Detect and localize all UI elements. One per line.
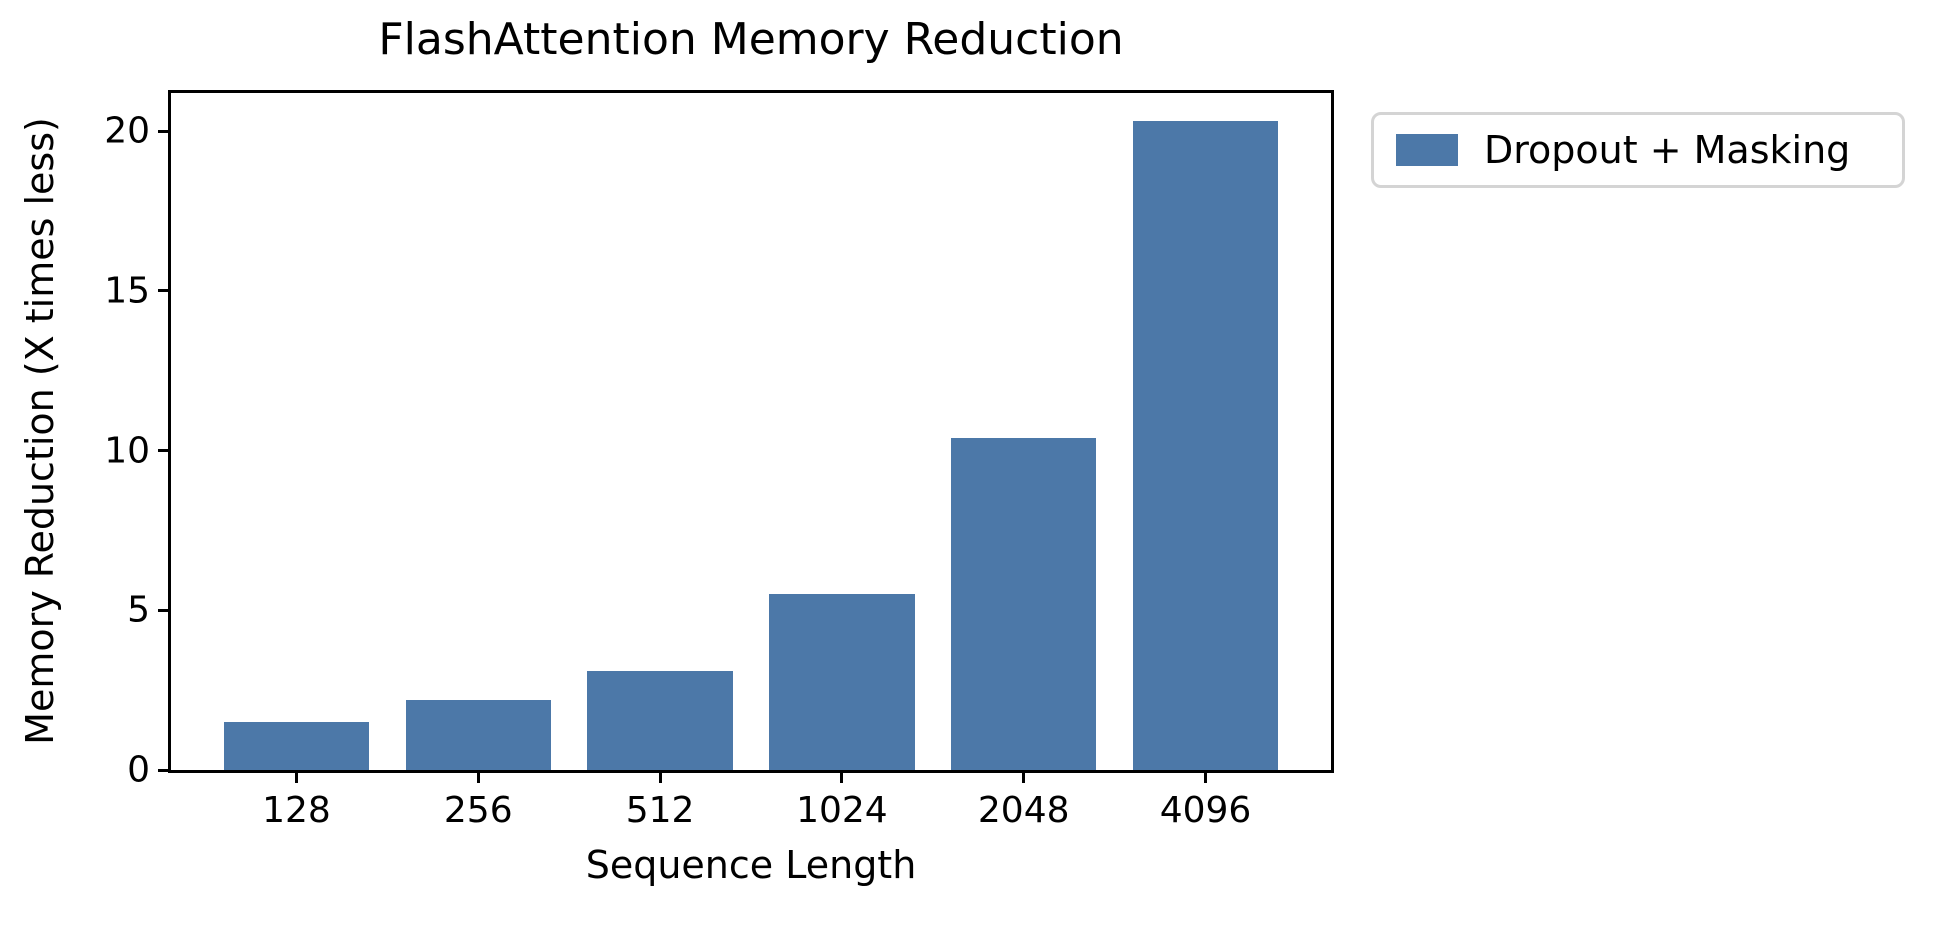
- y-tick-label-20: 20: [104, 110, 150, 152]
- legend-label: Dropout + Masking: [1484, 128, 1851, 172]
- bar-256: [405, 699, 551, 770]
- y-tick-mark: [158, 449, 168, 452]
- bar-512: [587, 670, 733, 770]
- chart-title: FlashAttention Memory Reduction: [378, 14, 1124, 65]
- bar-2048: [951, 437, 1097, 770]
- x-tick-mark: [1204, 773, 1208, 783]
- x-tick-label-512: 512: [625, 790, 695, 831]
- x-tick-mark: [840, 773, 844, 783]
- x-tick-label-4096: 4096: [1159, 790, 1252, 831]
- y-tick-mark: [158, 608, 168, 612]
- x-axis-title: Sequence Length: [585, 843, 917, 887]
- y-tick-mark: [158, 768, 168, 772]
- y-tick-label-5: 5: [127, 589, 150, 631]
- x-tick-label-256: 256: [443, 790, 513, 831]
- y-tick-label-15: 15: [104, 270, 150, 312]
- bar-1024: [769, 594, 915, 770]
- legend: Dropout + Masking: [1371, 112, 1905, 188]
- x-tick-label-2048: 2048: [977, 790, 1070, 831]
- y-tick-mark: [158, 129, 168, 133]
- bar-128: [223, 722, 370, 770]
- x-tick-mark: [1022, 773, 1026, 783]
- bar-4096: [1132, 121, 1279, 770]
- y-tick-label-10: 10: [104, 430, 150, 471]
- x-tick-mark: [658, 773, 662, 783]
- y-axis-title: Memory Reduction (X times less): [18, 117, 62, 745]
- x-tick-mark: [294, 773, 298, 783]
- x-tick-label-128: 128: [262, 790, 331, 831]
- x-tick-label-1024: 1024: [796, 790, 888, 831]
- plot-area: 0 5 10 15 20 128 256 512 1024 2048 4096: [104, 90, 1334, 831]
- x-tick-mark: [476, 773, 480, 783]
- legend-swatch-icon: [1396, 134, 1458, 166]
- y-tick-label-0: 0: [127, 749, 150, 791]
- y-tick-mark: [158, 289, 168, 293]
